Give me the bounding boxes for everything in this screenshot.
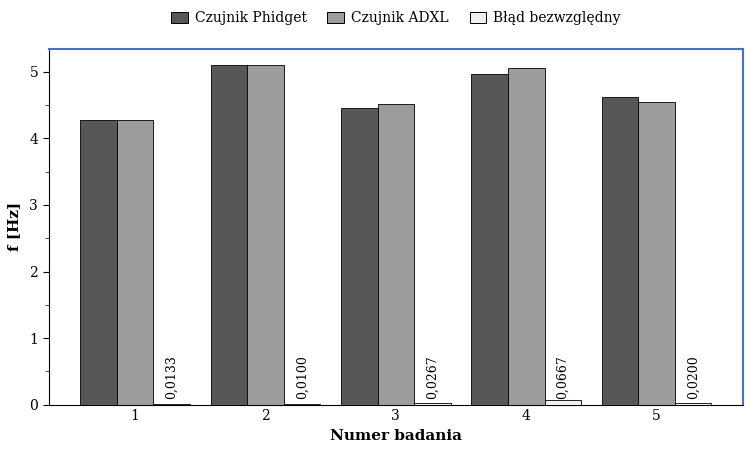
Text: 0,0200: 0,0200 [687,356,700,399]
Bar [638,102,675,405]
Bar [544,400,581,405]
Bar [211,65,247,405]
Bar [377,104,414,405]
Bar [508,68,544,405]
Bar [247,65,284,405]
Bar [80,121,117,405]
Bar [602,97,638,405]
Bar [341,108,377,405]
Bar [414,403,451,405]
X-axis label: Numer badania: Numer badania [330,429,462,443]
Y-axis label: f [Hz]: f [Hz] [7,202,21,251]
Text: 0,0267: 0,0267 [426,356,439,399]
Legend: Czujnik Phidget, Czujnik ADXL, Błąd bezwzględny: Czujnik Phidget, Czujnik ADXL, Błąd bezw… [166,5,626,31]
Bar [284,404,320,405]
Bar [117,120,153,405]
Bar [472,74,508,405]
Bar [675,403,712,405]
Text: 0,0667: 0,0667 [556,356,569,399]
Text: 0,0100: 0,0100 [296,356,308,399]
Text: 0,0133: 0,0133 [165,356,178,399]
Bar [153,404,190,405]
